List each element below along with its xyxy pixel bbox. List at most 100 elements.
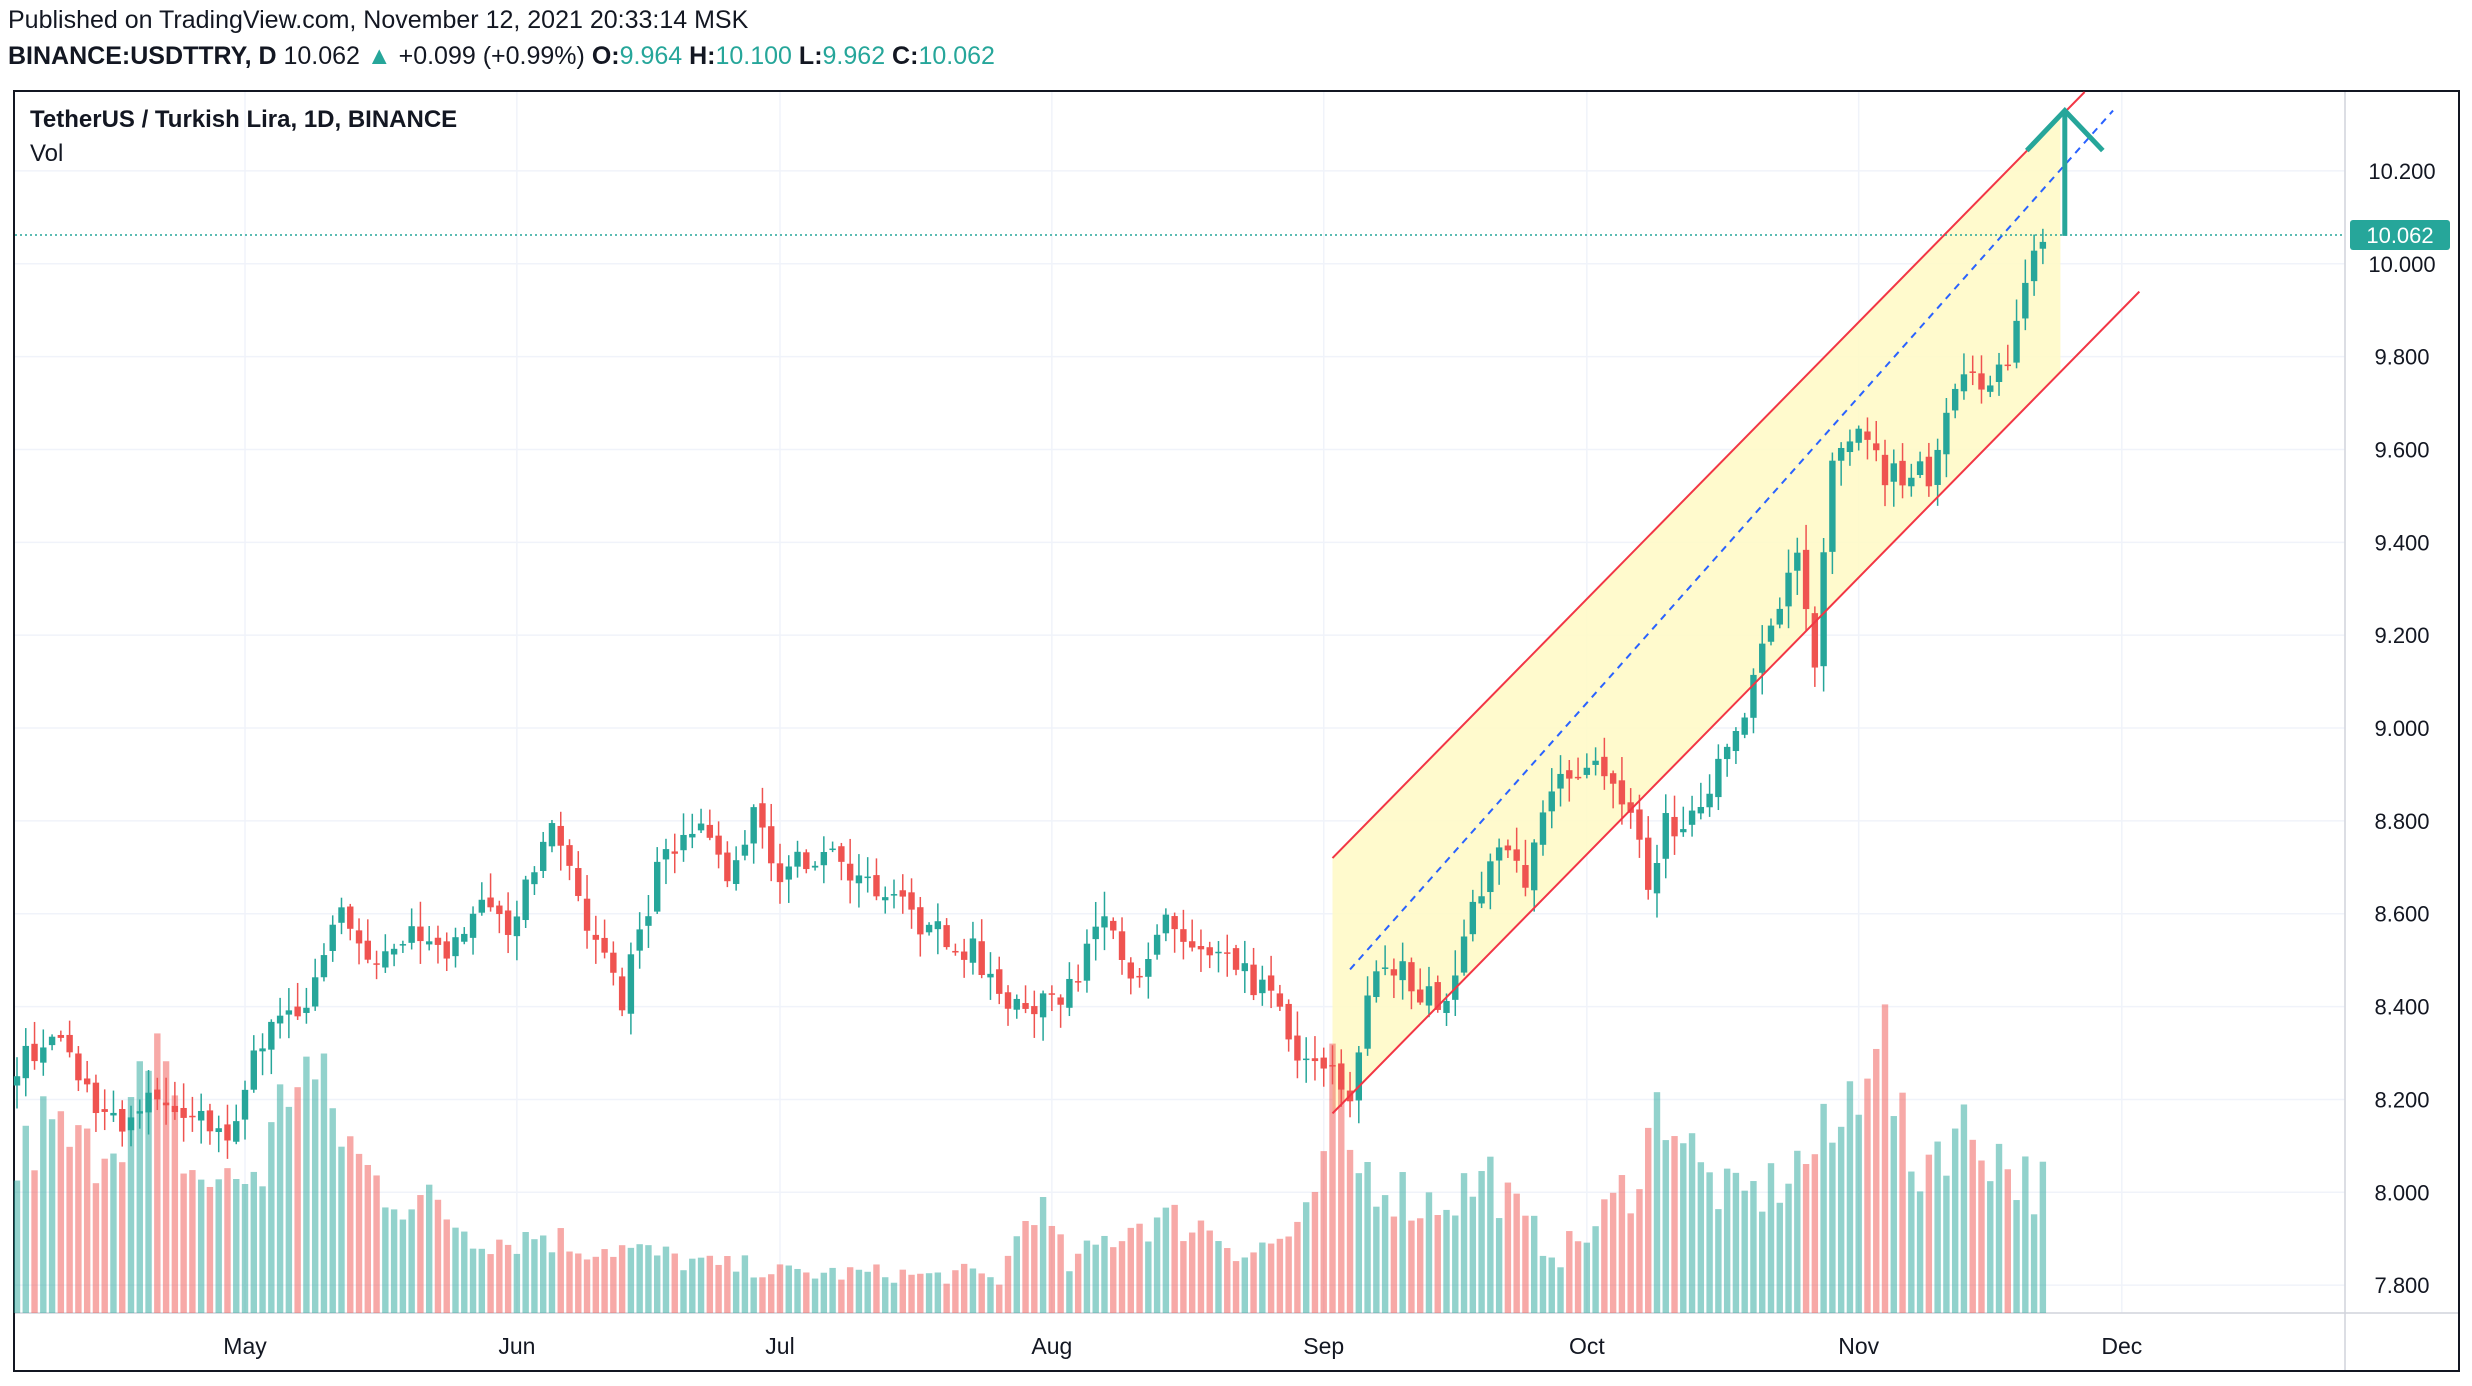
candle-body bbox=[136, 1111, 143, 1114]
volume-bar bbox=[1802, 1164, 1810, 1313]
candle-body bbox=[1601, 756, 1608, 777]
volume-bar bbox=[697, 1257, 705, 1313]
candle-body bbox=[382, 951, 389, 968]
candle-body bbox=[2013, 320, 2020, 363]
volume-bar bbox=[882, 1277, 889, 1313]
candle-body bbox=[1136, 975, 1143, 978]
volume-bar bbox=[1013, 1236, 1020, 1313]
candle-body bbox=[811, 865, 819, 868]
volume-bar bbox=[855, 1269, 863, 1313]
volume-bar bbox=[83, 1128, 91, 1313]
candle-body bbox=[294, 1006, 301, 1017]
candle-body bbox=[311, 977, 319, 1007]
candle-body bbox=[1162, 914, 1170, 934]
candle-body bbox=[22, 1045, 29, 1079]
candle-body bbox=[1715, 758, 1722, 798]
candle-body bbox=[785, 866, 792, 880]
volume-bar bbox=[1136, 1223, 1143, 1313]
volume-bar bbox=[820, 1272, 828, 1313]
volume-bar bbox=[1320, 1151, 1327, 1313]
volume-bar bbox=[2004, 1169, 2011, 1313]
volume-bar bbox=[1627, 1213, 1634, 1313]
candle-body bbox=[741, 844, 749, 856]
candle-body bbox=[987, 973, 994, 978]
volume-bar bbox=[171, 1095, 179, 1313]
candle-body bbox=[522, 879, 529, 921]
candle-body bbox=[1583, 767, 1591, 775]
volume-bar bbox=[1539, 1255, 1547, 1313]
volume-bar bbox=[57, 1111, 65, 1313]
volume-bar bbox=[1548, 1257, 1555, 1313]
candle-body bbox=[145, 1092, 152, 1113]
candle-body bbox=[1504, 845, 1512, 851]
volume-bar bbox=[1767, 1163, 1775, 1313]
volume-bar bbox=[1276, 1238, 1284, 1313]
volume-bar bbox=[285, 1106, 293, 1313]
candle-body bbox=[864, 876, 871, 879]
candle-body bbox=[1004, 992, 1012, 1009]
volume-bar bbox=[952, 1270, 959, 1313]
volume-bar bbox=[592, 1256, 600, 1313]
volume-legend[interactable]: Vol bbox=[30, 140, 64, 167]
volume-bar bbox=[1145, 1241, 1152, 1313]
candle-body bbox=[1908, 477, 1915, 487]
candle-body bbox=[917, 907, 924, 935]
volume-bar bbox=[355, 1153, 363, 1313]
volume-bar bbox=[347, 1136, 354, 1313]
price-tick-label: 9.400 bbox=[2374, 530, 2429, 555]
candle-body bbox=[329, 924, 336, 951]
volume-bar bbox=[487, 1254, 494, 1313]
volume-bar bbox=[1618, 1175, 1626, 1313]
volume-bar bbox=[329, 1108, 336, 1313]
candle-body bbox=[31, 1043, 38, 1062]
time-tick-label: Aug bbox=[1031, 1333, 1072, 1359]
candle-body bbox=[1513, 849, 1520, 861]
volume-bar bbox=[417, 1195, 424, 1313]
candle-body bbox=[1653, 863, 1661, 894]
volume-bar bbox=[1706, 1172, 1713, 1313]
candle-body bbox=[206, 1110, 214, 1132]
candle-body bbox=[1794, 552, 1801, 571]
candle-body bbox=[768, 826, 775, 864]
channel-upper-line bbox=[1331, 91, 2086, 859]
volume-bar bbox=[724, 1256, 731, 1313]
candle-body bbox=[952, 950, 959, 953]
volume-bar bbox=[689, 1258, 696, 1313]
candle-body bbox=[750, 807, 757, 844]
candle-body bbox=[127, 1117, 135, 1131]
candle-body bbox=[1802, 549, 1810, 610]
candle-body bbox=[347, 906, 354, 929]
volume-bar bbox=[803, 1272, 810, 1313]
volume-bar bbox=[706, 1255, 714, 1313]
time-tick-label: Oct bbox=[1569, 1333, 1605, 1359]
volume-bar bbox=[443, 1219, 450, 1313]
candle-body bbox=[724, 852, 731, 882]
volume-bar bbox=[1495, 1218, 1503, 1313]
candle-body bbox=[1250, 964, 1257, 996]
time-tick-label: Dec bbox=[2101, 1333, 2142, 1359]
volume-bar bbox=[1267, 1243, 1275, 1313]
volume-bar bbox=[1460, 1173, 1468, 1313]
time-tick-label: Jul bbox=[765, 1333, 794, 1359]
volume-bar bbox=[434, 1199, 442, 1313]
candle-body bbox=[873, 875, 880, 897]
candle-body bbox=[259, 1048, 266, 1052]
candle-body bbox=[627, 954, 635, 1014]
candle-body bbox=[925, 924, 933, 933]
volume-bar bbox=[197, 1179, 205, 1313]
up-arrow-head-icon bbox=[2024, 106, 2105, 153]
volume-bar bbox=[1741, 1190, 1748, 1313]
chart-legend-title[interactable]: TetherUS / Turkish Lira, 1D, BINANCE bbox=[30, 106, 458, 133]
volume-bar bbox=[1899, 1092, 1906, 1313]
volume-bar bbox=[1004, 1255, 1012, 1313]
candle-body bbox=[1390, 969, 1398, 976]
candle-body bbox=[1671, 816, 1678, 837]
candle-body bbox=[1338, 1063, 1345, 1090]
channel-midline bbox=[1349, 109, 2114, 971]
volume-bar bbox=[1224, 1248, 1231, 1313]
volume-bar bbox=[1162, 1207, 1170, 1313]
candle-body bbox=[241, 1089, 249, 1120]
volume-bar bbox=[1951, 1128, 1959, 1313]
volume-bar bbox=[1066, 1271, 1073, 1313]
